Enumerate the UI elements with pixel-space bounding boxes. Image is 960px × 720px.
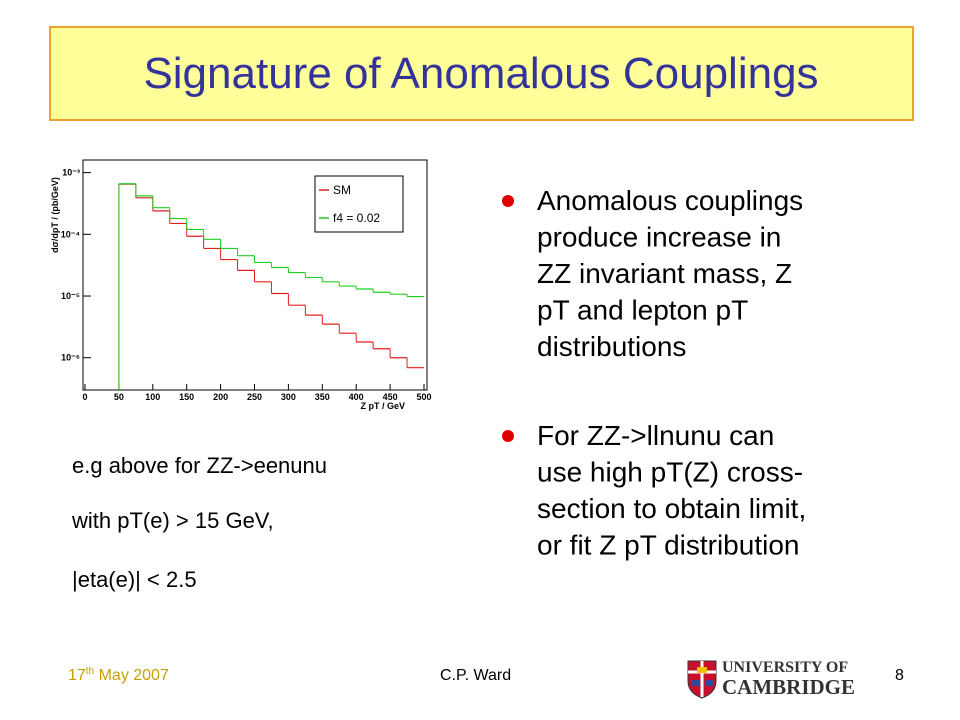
bullet-line: ZZ invariant mass, Z — [537, 258, 792, 289]
logo-shield — [687, 660, 717, 699]
x-tick-label: 200 — [213, 392, 228, 402]
date-suffix: th — [86, 666, 94, 677]
y-tick-label: 10⁻⁶ — [61, 353, 80, 363]
bullet-line: produce increase in — [537, 222, 781, 253]
y-tick-label: 10⁻⁴ — [61, 229, 80, 239]
footer-date: 17th May 2007 — [68, 666, 169, 684]
x-tick-label: 450 — [383, 392, 398, 402]
x-tick-label: 500 — [416, 392, 431, 402]
logo-line1: UNIVERSITY OF — [722, 659, 848, 676]
bullet-line: pT and lepton pT — [537, 295, 748, 326]
y-tick-label: 10⁻³ — [62, 168, 80, 178]
caption-line: e.g above for ZZ->eenunu — [72, 453, 327, 478]
chart: 0 50 100 150 200 250 300 350 400 450 500 10⁻³ 10⁻⁴ 10… — [43, 155, 433, 413]
footer-author: C.P. Ward — [440, 667, 511, 684]
x-tick-label: 50 — [114, 392, 124, 402]
bullet-line: use high pT(Z) cross- — [537, 457, 803, 488]
caption-line: with pT(e) > 15 GeV, — [71, 508, 274, 533]
bullet-line: distributions — [537, 331, 686, 362]
date-day: 17 — [68, 667, 86, 684]
x-tick-label: 0 — [82, 392, 87, 402]
bullet-line: Anomalous couplings — [537, 185, 803, 216]
footer-page: 8 — [895, 667, 904, 684]
x-tick-label: 400 — [349, 392, 364, 402]
bullet-line: section to obtain limit, — [537, 493, 806, 524]
bullets: Anomalous couplings produce increase in ZZ… — [502, 185, 806, 561]
bullet-line: For ZZ->llnunu can — [537, 420, 774, 451]
title-box — [49, 26, 914, 121]
caption-line: |eta(e)| < 2.5 — [72, 567, 197, 592]
legend-label: f4 = 0.02 — [333, 211, 380, 225]
bullet-dot — [502, 195, 514, 207]
x-tick-label: 350 — [315, 392, 330, 402]
bullet-line: or fit Z pT distribution — [537, 530, 799, 561]
x-tick-label: 300 — [281, 392, 296, 402]
y-axis-label: dσ/dpT / (pb/GeV) — [50, 177, 60, 253]
slide-title: Signature of Anomalous Couplings — [143, 49, 818, 98]
legend-label: SM — [333, 183, 351, 197]
y-tick-label: 10⁻⁵ — [61, 291, 80, 301]
x-tick-label: 250 — [247, 392, 262, 402]
x-axis-label: Z pT / GeV — [360, 401, 405, 411]
legend-box — [314, 175, 404, 233]
x-tick-label: 150 — [179, 392, 194, 402]
bullet-dot — [502, 430, 514, 442]
x-tick-label: 100 — [145, 392, 160, 402]
date-rest: May 2007 — [94, 667, 169, 684]
logo-line2: CAMBRIDGE — [722, 675, 855, 699]
